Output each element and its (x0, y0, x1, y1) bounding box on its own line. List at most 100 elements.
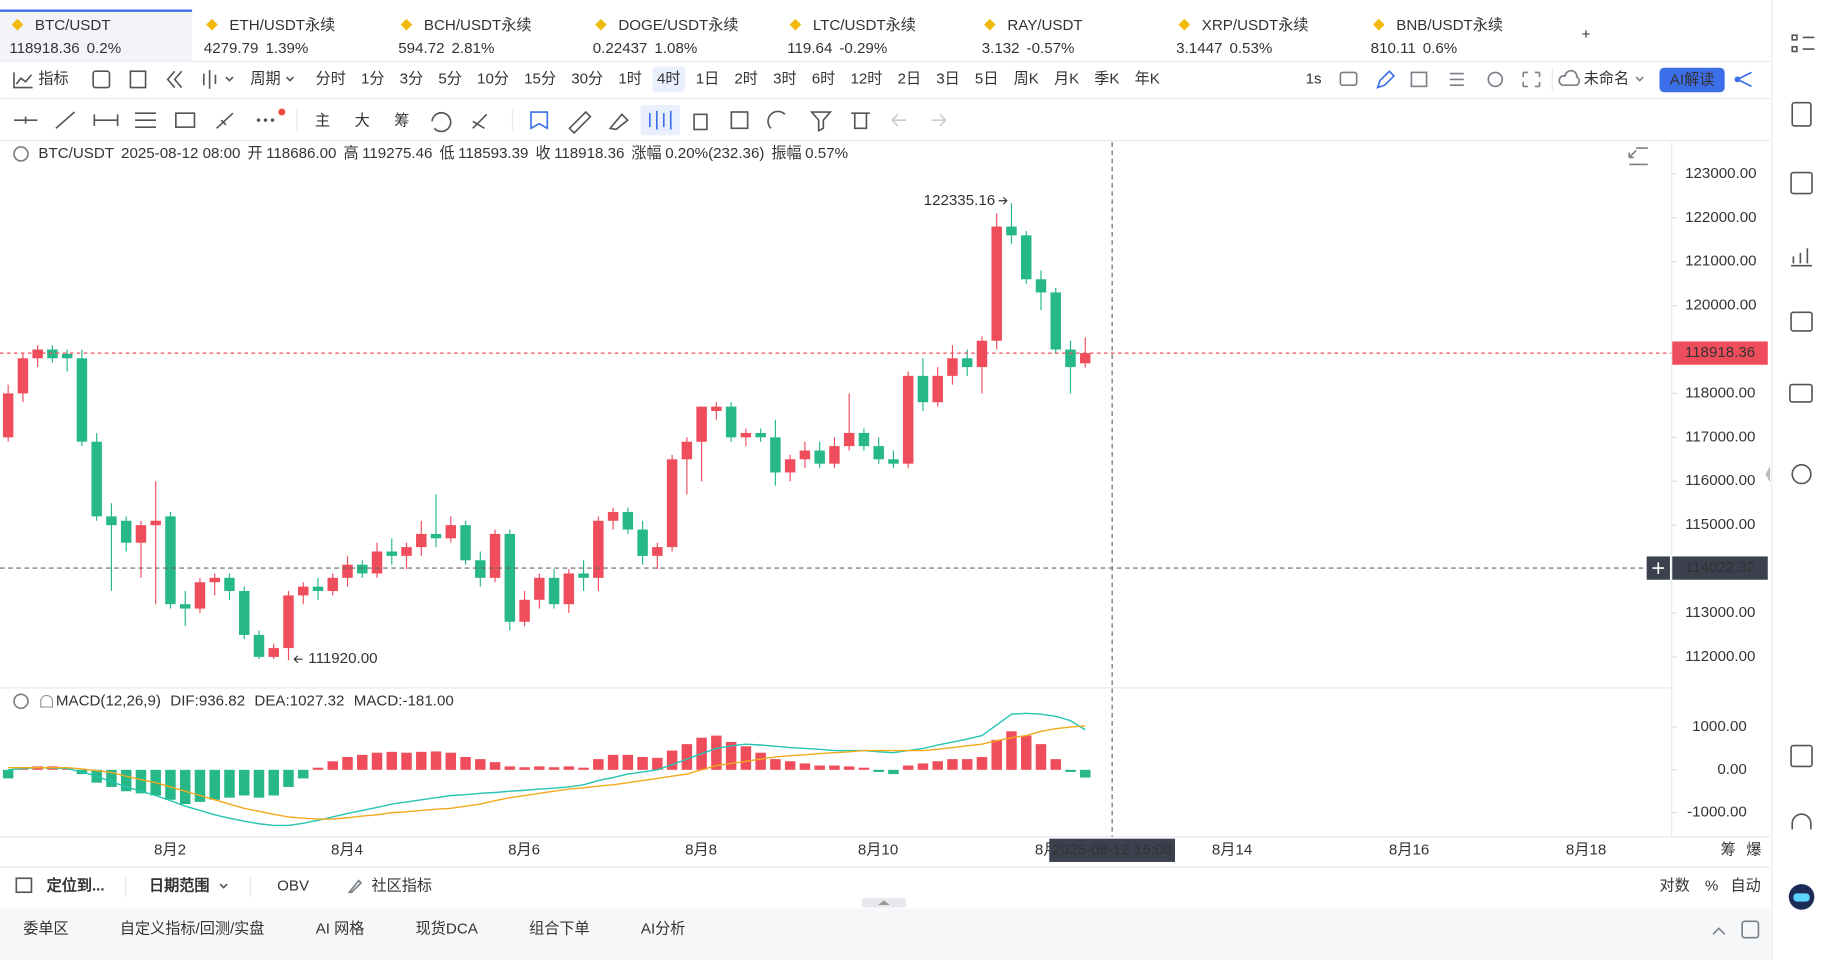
tab-change[interactable]: 0.6% (1423, 40, 1457, 57)
sidebar-swap[interactable] (1791, 464, 1812, 485)
rewind-icon[interactable] (166, 70, 183, 89)
fullscreen-icon[interactable] (1522, 71, 1541, 88)
percent-scale[interactable]: % (1705, 877, 1718, 894)
window-icon[interactable] (1410, 71, 1428, 88)
sidebar-layout[interactable] (1790, 744, 1813, 768)
interval-button[interactable]: 年K (1135, 70, 1160, 87)
interval-button[interactable]: 1日 (696, 70, 720, 87)
more-dot[interactable] (263, 118, 268, 122)
magnet-tool[interactable] (767, 110, 786, 129)
bottom-tab[interactable]: 自定义指标/回测/实盘 (120, 920, 265, 938)
tab-price[interactable]: 0.22437 (593, 40, 648, 57)
brush-tool[interactable] (608, 113, 629, 131)
interval-button[interactable]: 1分 (361, 70, 385, 87)
sidebar-stats[interactable] (1791, 248, 1813, 267)
sidebar-toggle[interactable] (1765, 466, 1771, 483)
axis-toggle[interactable]: 筹 (1721, 841, 1736, 858)
interval-button[interactable]: 15分 (524, 70, 556, 87)
hline-tool[interactable] (13, 116, 38, 124)
draw-tool[interactable]: 筹 (394, 112, 409, 129)
pencil-icon[interactable] (1376, 70, 1396, 89)
interval-button[interactable]: 10分 (477, 70, 509, 87)
tab-price[interactable]: 3.1447 (1176, 40, 1222, 57)
log-scale[interactable]: 对数 (1659, 877, 1689, 894)
alert-icon[interactable] (40, 694, 53, 708)
tab-symbol[interactable]: BTC/USDT (35, 17, 111, 34)
bottom-tab[interactable]: AI 网格 (316, 921, 365, 938)
locate-button[interactable]: 定位到... (47, 876, 105, 894)
draw-tool[interactable]: 大 (355, 112, 370, 129)
lock-tool[interactable] (693, 113, 708, 131)
tab-change[interactable]: 1.08% (654, 40, 697, 57)
ruler-tool[interactable] (568, 110, 592, 135)
tab-symbol[interactable]: ETH/USDT永续 (229, 17, 335, 34)
interval-button[interactable]: 30分 (571, 70, 603, 87)
tab-symbol[interactable]: XRP/USDT永续 (1202, 17, 1309, 34)
sidebar-money[interactable] (1790, 171, 1813, 195)
collapse-icon[interactable] (13, 146, 29, 162)
mark-tool[interactable] (530, 111, 549, 130)
tab-symbol[interactable]: RAY/USDT (1007, 17, 1082, 34)
interval-button[interactable]: 2日 (898, 70, 922, 87)
tab-price[interactable]: 4279.79 (204, 40, 259, 57)
settings-icon[interactable] (1487, 71, 1504, 88)
ai-button[interactable]: AI解读 (1670, 72, 1715, 89)
indicator-button[interactable]: 指标 (38, 70, 68, 87)
bottom-tab[interactable]: 委单区 (23, 921, 68, 938)
note-tool[interactable] (730, 111, 749, 130)
collapse-icon[interactable] (13, 693, 29, 710)
sidebar-list[interactable] (1791, 34, 1815, 53)
channel-tool[interactable] (135, 112, 157, 128)
obv-button[interactable]: OBV (277, 877, 310, 894)
sidebar-etf[interactable] (1789, 383, 1813, 403)
refresh-rate[interactable]: 1s (1306, 70, 1322, 87)
delete-tool[interactable] (851, 112, 870, 130)
tab-change[interactable]: 0.53% (1229, 40, 1272, 57)
tab-price[interactable]: 119.64 (787, 40, 832, 57)
sidebar-doc[interactable] (1791, 101, 1812, 127)
draw-tool[interactable]: 主 (315, 112, 330, 129)
redo[interactable] (931, 113, 947, 127)
filter-tool[interactable] (809, 111, 833, 132)
tab-change[interactable]: 2.81% (452, 40, 495, 57)
layout-name[interactable]: 未命名 (1584, 69, 1629, 87)
tab-change[interactable]: -0.57% (1027, 40, 1075, 57)
interval-button[interactable]: 4时 (657, 70, 681, 87)
ai-button-bg[interactable] (1659, 67, 1725, 93)
interval-button[interactable]: 5日 (975, 70, 999, 87)
tab-price[interactable]: 3.132 (982, 40, 1020, 57)
interval-button[interactable]: 分时 (316, 70, 346, 87)
candle-tool[interactable] (648, 110, 672, 130)
popout-icon[interactable] (1741, 920, 1760, 939)
period-button[interactable]: 周期 (250, 70, 280, 87)
interval-button[interactable]: 月K (1054, 70, 1079, 87)
tab-symbol[interactable]: DOGE/USDT永续 (618, 17, 738, 34)
tab-change[interactable]: -0.29% (839, 40, 887, 57)
more-dot[interactable] (270, 118, 275, 122)
more-dot[interactable] (256, 118, 261, 122)
calendar-icon[interactable] (92, 70, 111, 89)
rect-tool[interactable] (175, 112, 196, 128)
list-icon[interactable] (1449, 72, 1464, 87)
cloud-icon[interactable] (1558, 69, 1580, 87)
bottom-tab[interactable]: 组合下单 (529, 921, 590, 938)
tab-symbol[interactable]: BCH/USDT永续 (424, 17, 532, 34)
community-button[interactable]: 社区指标 (371, 877, 432, 894)
trendline-tool[interactable] (55, 111, 76, 129)
date-range-button[interactable]: 日期范围 (149, 876, 210, 894)
indicator-icon[interactable] (13, 72, 33, 89)
expand-icon[interactable] (1628, 147, 1648, 166)
undo[interactable] (891, 113, 907, 127)
auto-scale[interactable]: 自动 (1731, 877, 1761, 894)
interval-button[interactable]: 1时 (618, 70, 642, 87)
bottom-tab[interactable]: AI分析 (641, 921, 686, 938)
interval-button[interactable]: 5分 (438, 70, 462, 87)
interval-button[interactable]: 12时 (850, 70, 882, 87)
tab-symbol[interactable]: LTC/USDT永续 (813, 17, 916, 34)
bottom-tab[interactable]: 现货DCA (416, 921, 479, 938)
add-tab[interactable]: + (1582, 26, 1591, 43)
interval-button[interactable]: 3日 (936, 70, 960, 87)
tab-price[interactable]: 810.11 (1371, 40, 1416, 57)
pitchfork-tool[interactable] (216, 112, 234, 129)
locate-icon[interactable] (15, 877, 33, 894)
